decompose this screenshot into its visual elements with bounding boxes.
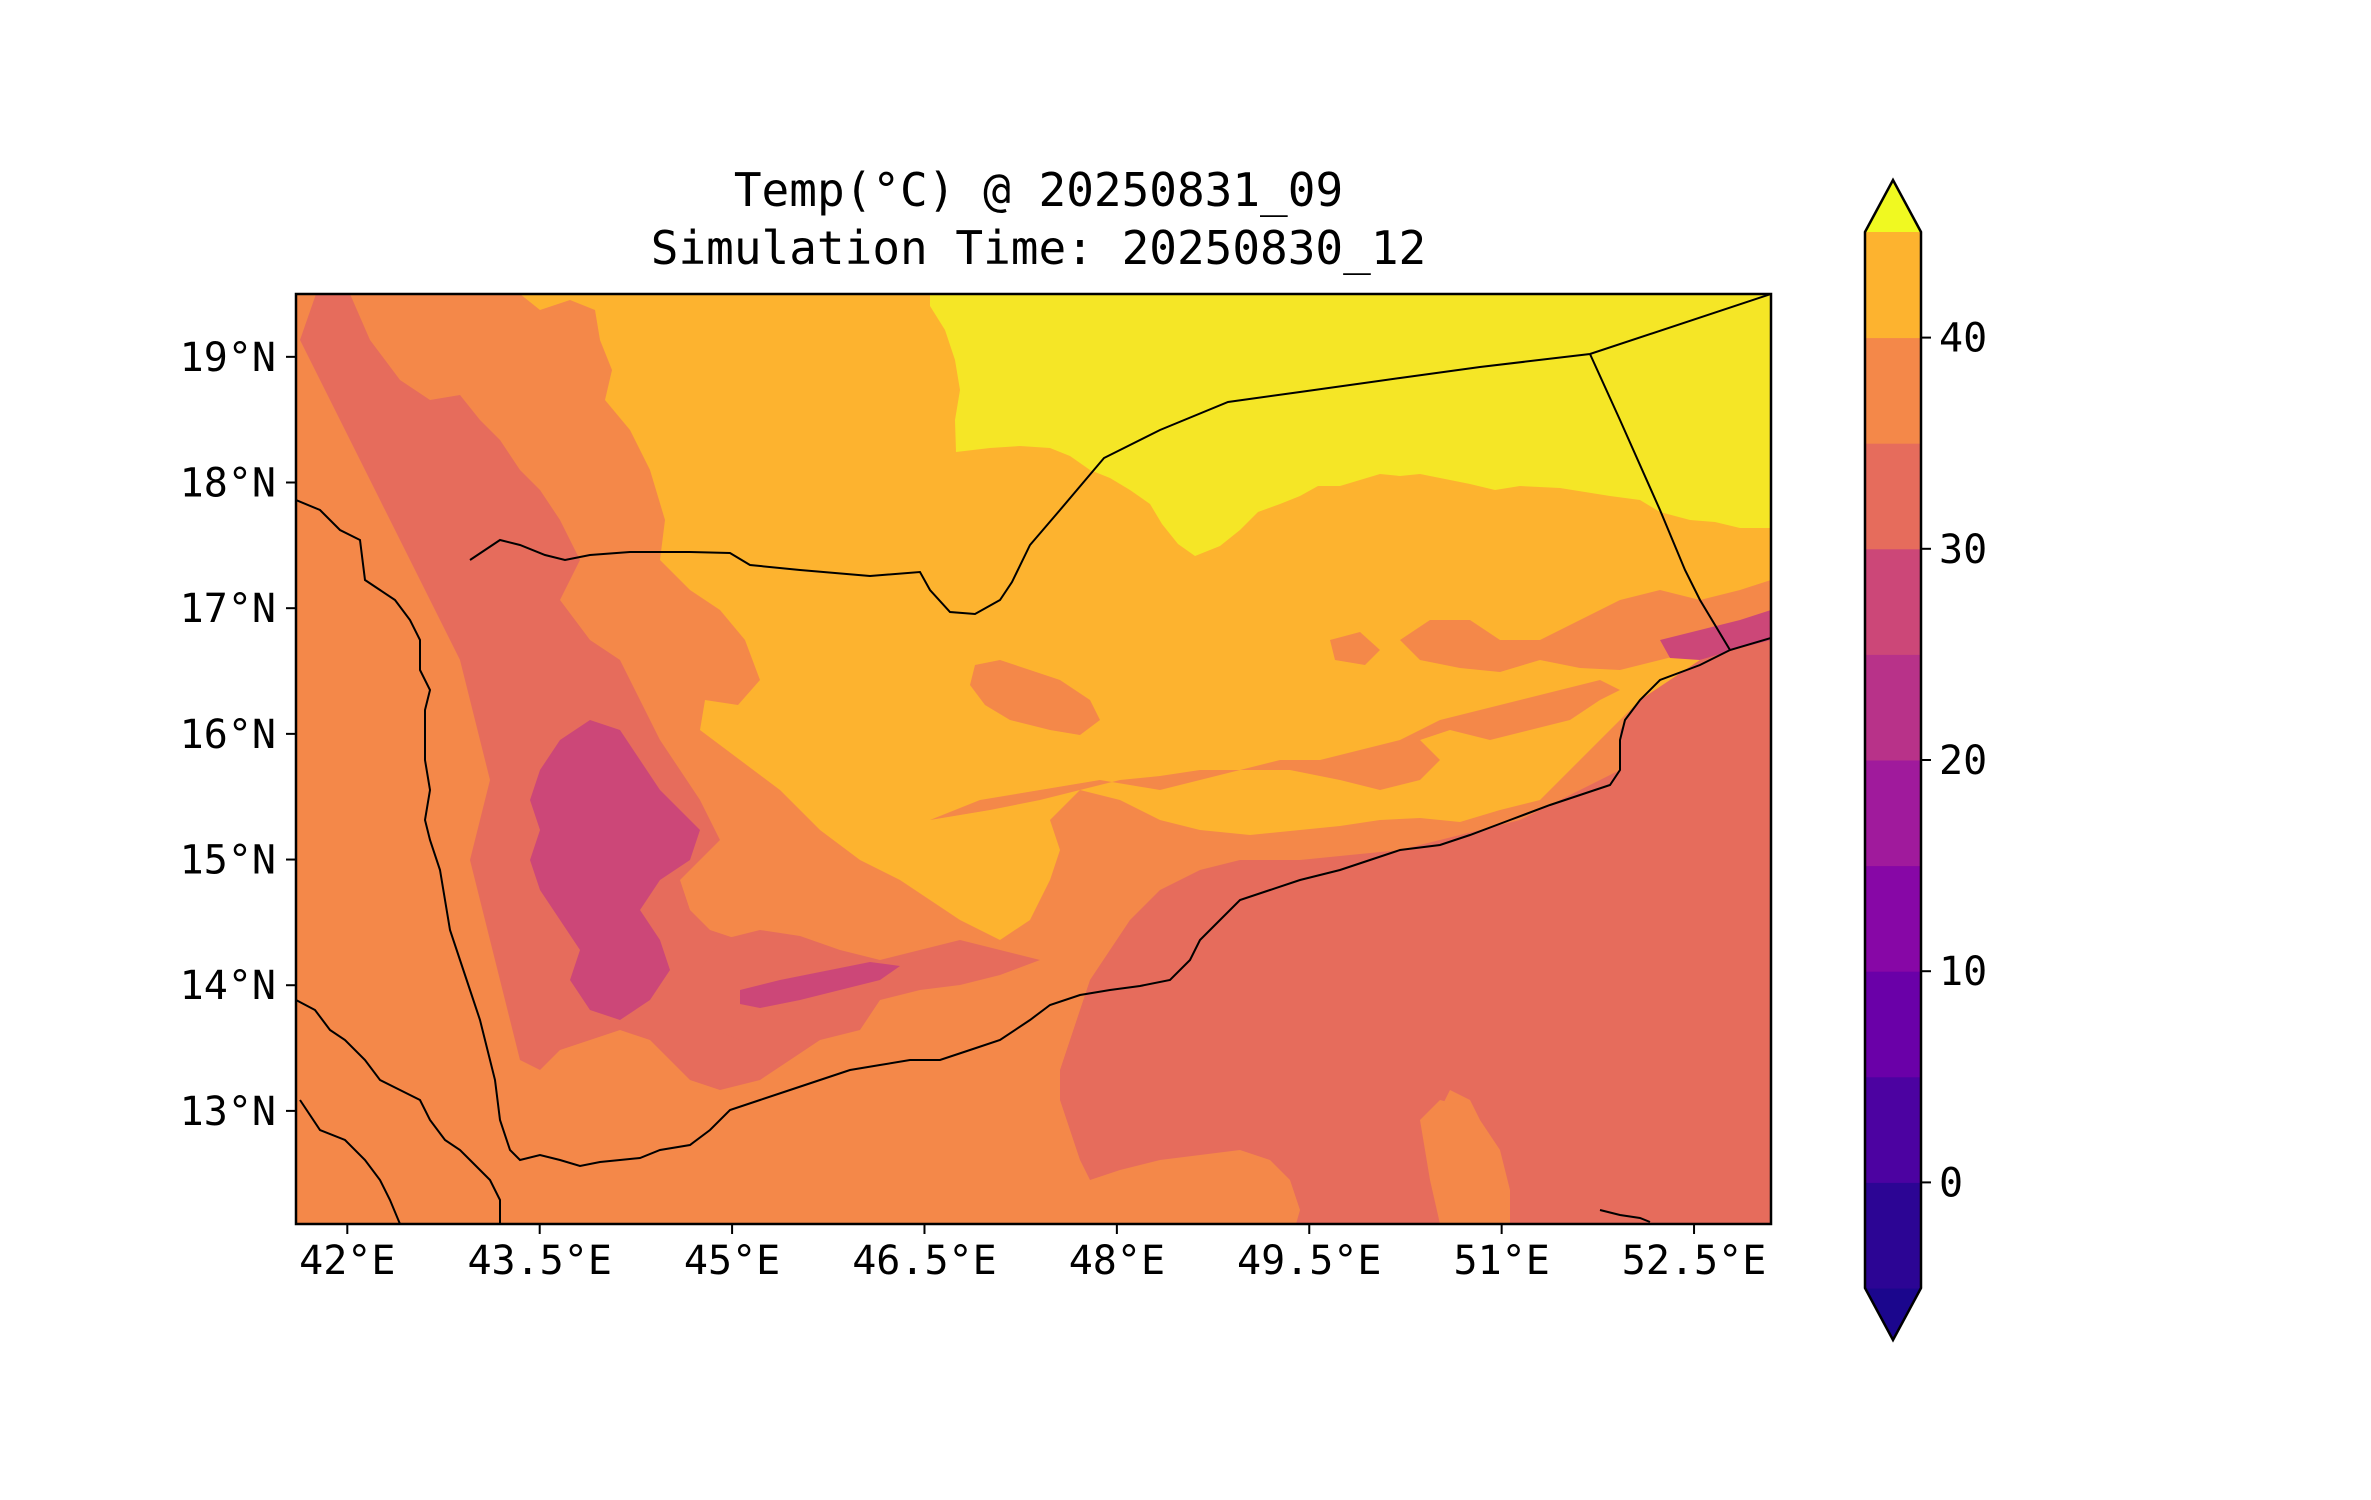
temperature-contours — [296, 294, 1771, 1224]
contour-band-30-35-central — [930, 680, 1620, 820]
african-coast — [296, 999, 501, 1224]
lat-tick-label: 14°N — [180, 963, 276, 1009]
contour-band-30-35-sea-patch — [1420, 1100, 1510, 1224]
colorbar-segment — [1865, 443, 1921, 550]
lon-tick-label: 48°E — [1069, 1238, 1165, 1284]
lon-tick-label: 42°E — [299, 1238, 395, 1284]
socotra-coast — [1599, 1209, 1651, 1223]
contour-band-25-30-west — [300, 294, 880, 1090]
colorbar-segment — [1865, 337, 1921, 444]
lat-tick-label: 18°N — [180, 461, 276, 507]
map-title: Temp(°C) @ 20250831_09 — [733, 163, 1344, 217]
lon-tick-label: 46.5°E — [852, 1238, 997, 1284]
lon-tick-label: 51°E — [1453, 1238, 1549, 1284]
colorbar-tick-label: 30 — [1939, 527, 1987, 573]
colorbar-tick-label: 40 — [1939, 316, 1987, 362]
colorbar-extend-min — [1865, 1288, 1921, 1340]
colorbar-segment — [1865, 865, 1921, 972]
lon-tick-label: 49.5°E — [1237, 1238, 1382, 1284]
lon-tick-label: 43.5°E — [467, 1238, 612, 1284]
coastlines-and-borders — [296, 294, 1771, 1224]
contour-band-25-30-mid — [700, 930, 1040, 1040]
colorbar-segment — [1865, 971, 1921, 1078]
african-border — [299, 1099, 401, 1224]
lat-tick-label: 19°N — [180, 335, 276, 381]
oman-yemen-border — [1589, 353, 1731, 651]
lat-tick-label: 15°N — [180, 838, 276, 884]
contour-band-30-35-blob2 — [1330, 632, 1380, 665]
colorbar: 0 10 20 30 40 — [1863, 177, 1987, 1343]
saudi-yemen-border — [469, 294, 1771, 616]
lat-tick-label: 16°N — [180, 712, 276, 758]
colorbar-segment — [1865, 232, 1921, 339]
colorbar-tick-label: 10 — [1939, 949, 1987, 995]
contour-band-30-35-blob — [970, 660, 1100, 735]
colorbar-segment — [1865, 654, 1921, 761]
contour-band-25-30-sea — [1060, 640, 1771, 1224]
contour-band-20-25-b — [740, 962, 900, 1008]
lon-tick-label: 52.5°E — [1622, 1238, 1767, 1284]
lat-tick-label: 17°N — [180, 586, 276, 632]
colorbar-tick-label: 20 — [1939, 738, 1987, 784]
map-subtitle: Simulation Time: 20250830_12 — [650, 221, 1427, 275]
lat-tick-label: 13°N — [180, 1089, 276, 1135]
contour-band-40-45 — [930, 294, 1771, 556]
contour-band-20-25 — [530, 720, 700, 1020]
longitude-ticks: 42°E 43.5°E 45°E 46.5°E 48°E 49.5°E 51°E 52.5°E — [299, 1224, 1766, 1284]
latitude-ticks: 19°N 18°N 17°N 16°N 15°N 14°N 13°N — [180, 335, 296, 1135]
colorbar-tick-label: 0 — [1939, 1160, 1963, 1206]
map-frame — [294, 292, 1773, 1226]
colorbar-segment — [1865, 760, 1921, 867]
lon-tick-label: 45°E — [684, 1238, 780, 1284]
colorbar-segment — [1865, 548, 1921, 655]
colorbar-outline — [1863, 177, 1923, 1343]
red-sea-coast — [296, 499, 1771, 1168]
colorbar-extend-max — [1865, 180, 1921, 232]
colorbar-segment — [1865, 1076, 1921, 1183]
colorbar-segment — [1865, 1182, 1921, 1289]
